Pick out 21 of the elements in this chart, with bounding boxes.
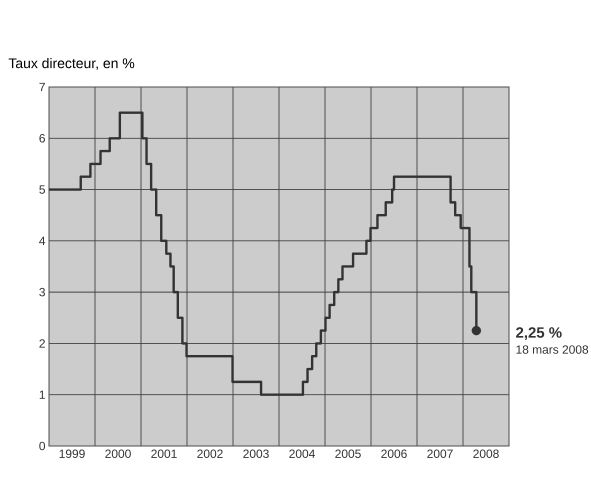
- y-tick-label: 0: [39, 442, 46, 450]
- x-tick-label: 1999: [60, 450, 85, 458]
- x-tick-label: 2002: [197, 450, 223, 458]
- y-tick-label: 2: [39, 339, 45, 348]
- text: 18 mars 2008: [516, 345, 588, 354]
- annotation: 2,25 %: [516, 327, 562, 340]
- y-tick-label: 6: [39, 134, 45, 142]
- x-tick-label: 2008: [473, 450, 499, 458]
- x-tick-label: 2006: [381, 450, 407, 458]
- x-tick-label: 2004: [289, 450, 315, 458]
- y-tick-label: 1: [40, 390, 45, 399]
- x-tick-label: 2007: [427, 450, 453, 458]
- x-tick-label: 2000: [105, 450, 131, 458]
- y-tick-label: 5: [39, 185, 45, 194]
- y-tick-label: 7: [39, 82, 45, 92]
- y-tick-label: 3: [39, 288, 45, 296]
- x-tick-label: 2003: [243, 450, 269, 458]
- x-tick-label: 2005: [335, 450, 361, 458]
- x-tick-label: 2001: [151, 450, 177, 458]
- y-tick-label: 4: [39, 236, 46, 245]
- y-axis-title: Taux directeur, en %: [8, 58, 134, 70]
